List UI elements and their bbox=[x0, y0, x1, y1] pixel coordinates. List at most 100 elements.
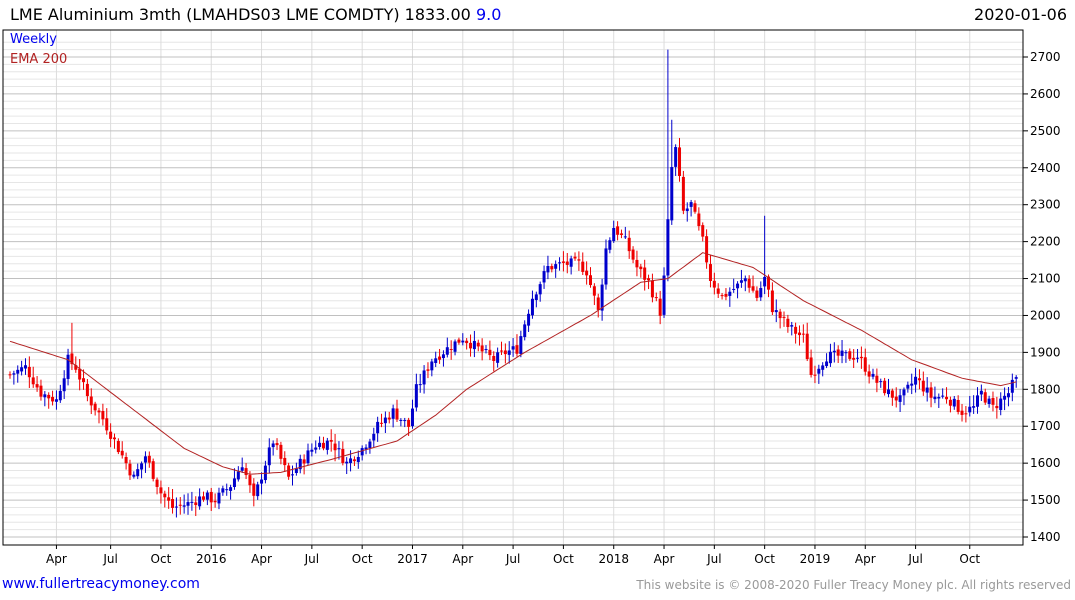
y-tick-label: 2400 bbox=[1030, 161, 1061, 175]
candle-body bbox=[23, 365, 27, 369]
candle-body bbox=[132, 474, 136, 477]
ema-200-line bbox=[9, 252, 1017, 475]
candle-body bbox=[728, 291, 732, 296]
candle-body bbox=[639, 266, 643, 270]
candle-body bbox=[666, 219, 670, 276]
candle-body bbox=[178, 504, 182, 506]
candle-body bbox=[643, 267, 647, 280]
candle-body bbox=[140, 463, 144, 470]
candle-body bbox=[670, 167, 674, 221]
candle-body bbox=[736, 283, 740, 289]
candle-body bbox=[391, 408, 395, 419]
candle-body bbox=[507, 350, 511, 355]
candle-body bbox=[337, 448, 341, 450]
candle-body bbox=[995, 405, 999, 409]
candle-body bbox=[445, 347, 449, 355]
candle-body bbox=[840, 350, 844, 356]
candle-body bbox=[244, 468, 248, 476]
candle-body bbox=[534, 294, 538, 301]
candle-body bbox=[314, 447, 318, 450]
candle-body bbox=[279, 444, 283, 459]
candle-body bbox=[372, 433, 376, 441]
candle-body bbox=[492, 355, 496, 362]
candle-body bbox=[159, 487, 163, 494]
candle-body bbox=[693, 203, 697, 212]
legend-weekly: Weekly bbox=[10, 32, 57, 47]
x-tick-label: Oct bbox=[959, 552, 980, 566]
x-tick-label: Oct bbox=[352, 552, 373, 566]
candle-body bbox=[225, 489, 229, 491]
candle-body bbox=[786, 318, 790, 327]
candle-body bbox=[581, 261, 585, 272]
candle-body bbox=[619, 233, 623, 235]
candle-body bbox=[395, 408, 399, 420]
price-change: 9.0 bbox=[475, 5, 502, 24]
candle-body bbox=[70, 353, 74, 365]
candle-body bbox=[654, 297, 658, 299]
candle-body bbox=[604, 248, 608, 285]
title-text: LME Aluminium 3mth (LMAHDS03 LME COMDTY)… bbox=[10, 5, 471, 24]
candle-body bbox=[484, 349, 488, 351]
x-tick-label: Oct bbox=[754, 552, 775, 566]
candle-body bbox=[368, 441, 372, 449]
candle-body bbox=[600, 284, 604, 311]
candle-body bbox=[364, 447, 368, 450]
candle-body bbox=[35, 384, 39, 388]
candle-body bbox=[554, 264, 558, 269]
candle-body bbox=[143, 456, 147, 463]
candle-body bbox=[101, 410, 105, 420]
candle-body bbox=[964, 413, 968, 415]
candle-body bbox=[960, 410, 964, 415]
x-tick-label: 2018 bbox=[598, 552, 629, 566]
candle-body bbox=[701, 225, 705, 237]
x-tick-label: Jul bbox=[706, 552, 721, 566]
candle-body bbox=[650, 280, 654, 298]
candle-body bbox=[97, 410, 101, 413]
candle-body bbox=[782, 316, 786, 318]
x-tick-label: Jul bbox=[304, 552, 319, 566]
candle-body bbox=[933, 396, 937, 400]
candle-body bbox=[229, 487, 233, 491]
candle-body bbox=[987, 398, 991, 404]
candle-body bbox=[616, 226, 620, 235]
candle-body bbox=[1006, 393, 1010, 398]
candle-body bbox=[93, 403, 97, 411]
candle-body bbox=[430, 361, 434, 371]
candle-body bbox=[298, 458, 302, 470]
candle-body bbox=[291, 474, 295, 476]
candle-body bbox=[983, 392, 987, 403]
candle-body bbox=[797, 332, 801, 336]
candle-body bbox=[472, 340, 476, 350]
candle-body bbox=[232, 478, 236, 487]
candle-body bbox=[54, 399, 58, 402]
candle-body bbox=[441, 354, 445, 359]
candle-body bbox=[767, 276, 771, 290]
x-tick-label: Oct bbox=[151, 552, 172, 566]
website-link[interactable]: www.fullertreacymoney.com bbox=[2, 576, 200, 592]
candle-body bbox=[476, 342, 480, 347]
candle-body bbox=[527, 313, 531, 326]
candle-body bbox=[112, 437, 116, 440]
candle-body bbox=[724, 293, 728, 297]
candle-body bbox=[836, 349, 840, 356]
candle-body bbox=[387, 417, 391, 420]
candle-body bbox=[832, 350, 836, 353]
candle-body bbox=[209, 491, 213, 503]
x-tick-label: 2019 bbox=[800, 552, 831, 566]
candle-body bbox=[306, 450, 310, 464]
candle-body bbox=[627, 237, 631, 252]
candle-body bbox=[558, 262, 562, 264]
candle-body bbox=[82, 378, 86, 383]
candle-body bbox=[589, 275, 592, 286]
candle-body bbox=[689, 202, 693, 207]
y-tick-label: 2600 bbox=[1030, 87, 1061, 101]
candle-body bbox=[128, 463, 132, 476]
copyright-text: This website is © 2008-2020 Fuller Treac… bbox=[636, 578, 1071, 592]
candle-body bbox=[403, 420, 407, 422]
candle-body bbox=[550, 266, 554, 270]
y-tick-label: 1600 bbox=[1030, 456, 1061, 470]
candle-body bbox=[925, 387, 929, 393]
y-tick-label: 2000 bbox=[1030, 308, 1061, 322]
candle-body bbox=[105, 418, 109, 431]
candle-body bbox=[414, 384, 418, 408]
